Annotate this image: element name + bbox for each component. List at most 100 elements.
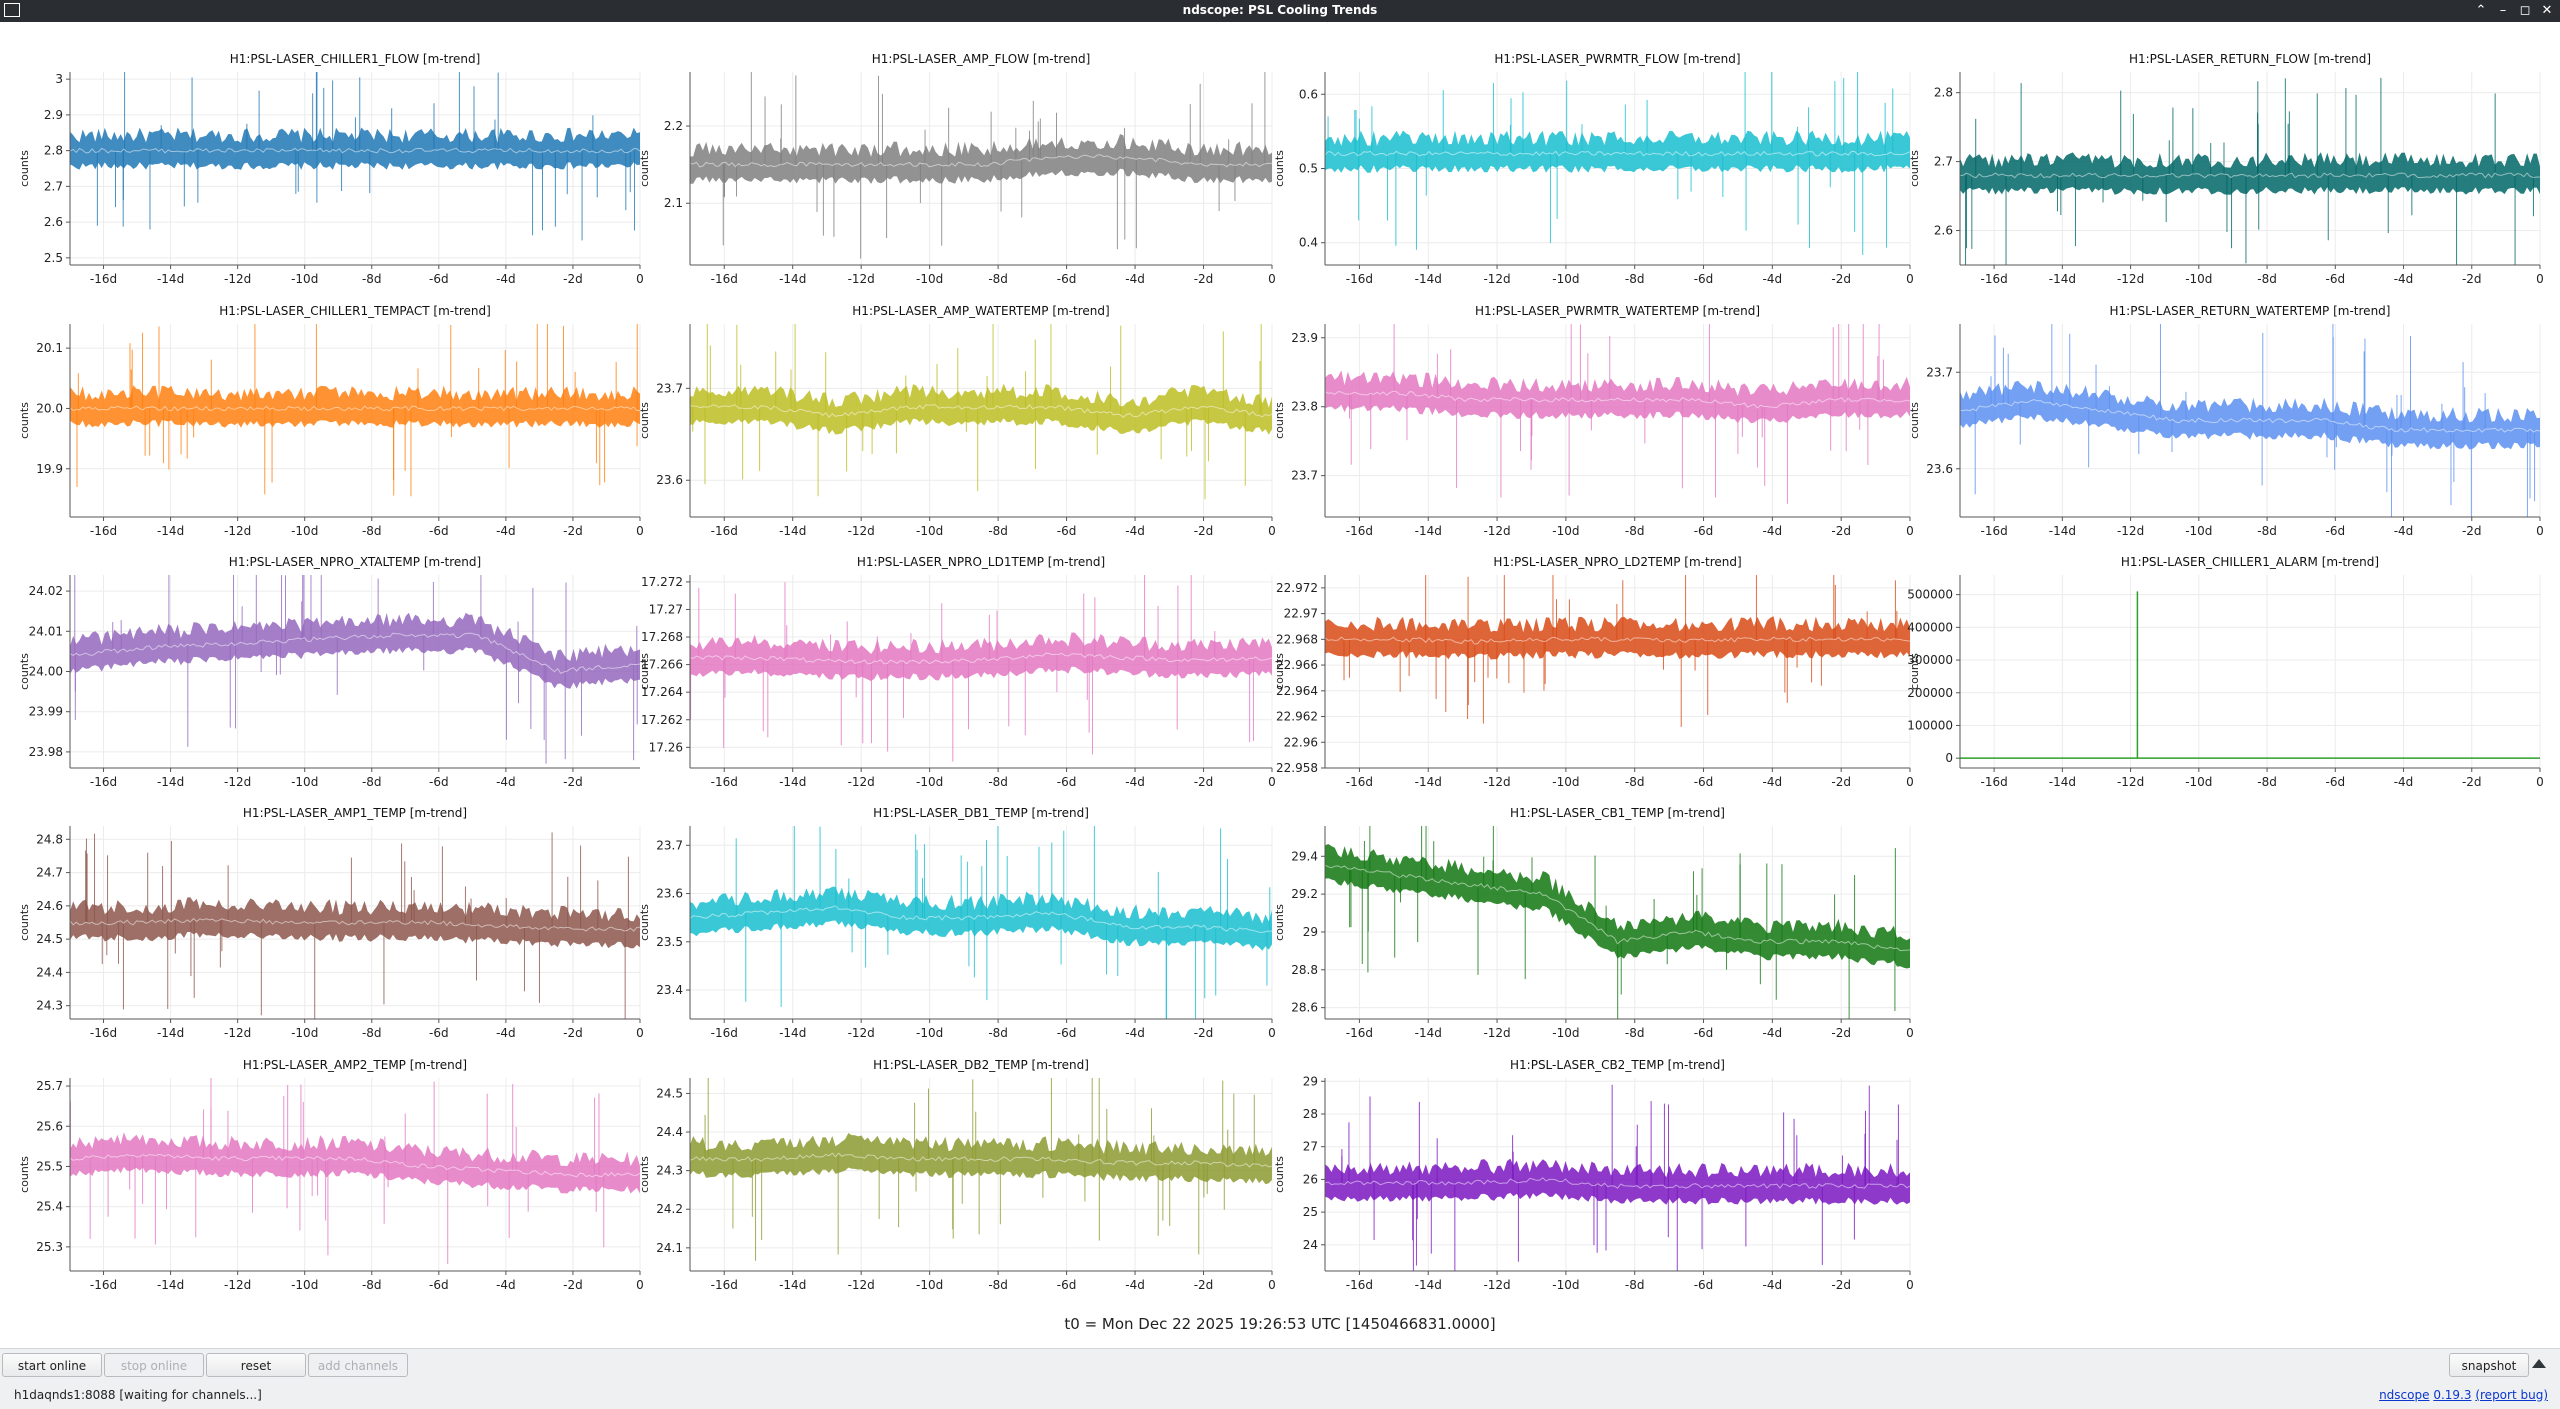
version-link[interactable]: 0.19.3 [2433, 1388, 2472, 1402]
y-tick-label: 500000 [1907, 588, 1953, 602]
series-trace [690, 1078, 1272, 1261]
x-tick-label: -8d [362, 775, 382, 789]
plot-13[interactable]: H1:PSL-LASER_AMP1_TEMP [m-trend] counts 24… [18, 806, 644, 1040]
status-message: [waiting for channels...] [119, 1388, 262, 1402]
x-tick-label: -2d [1194, 775, 1214, 789]
x-tick-label: -10d [291, 1026, 318, 1040]
y-tick-label: 24.5 [36, 932, 63, 946]
shade-window-icon[interactable]: ⌃ [2475, 3, 2487, 18]
series-trace [690, 575, 1272, 762]
x-tick-label: -4d [1763, 272, 1783, 286]
x-tick-label: -8d [988, 524, 1008, 538]
x-tick-label: -16d [1346, 272, 1373, 286]
x-tick-label: 0 [2536, 524, 2544, 538]
plot-17[interactable]: H1:PSL-LASER_DB2_TEMP [m-trend] counts 24.… [638, 1058, 1276, 1292]
x-tick-label: -10d [1552, 1278, 1579, 1292]
plot-2[interactable]: H1:PSL-LASER_AMP_FLOW [m-trend] counts 2.1… [638, 52, 1276, 286]
x-tick-label: -2d [563, 1026, 583, 1040]
x-tick-label: -10d [1552, 272, 1579, 286]
plot-7[interactable]: H1:PSL-LASER_PWRMTR_WATERTEMP [m-trend] c… [1273, 291, 1914, 538]
grid-lines [70, 72, 641, 265]
x-tick-label: -10d [1552, 1026, 1579, 1040]
x-tick-label: -2d [2462, 524, 2482, 538]
y-tick-label: 22.962 [1276, 710, 1318, 724]
reset-button[interactable]: reset [206, 1353, 306, 1377]
y-tick-label: 24.6 [36, 899, 63, 913]
plot-11[interactable]: H1:PSL-LASER_NPRO_LD2TEMP [m-trend] count… [1273, 544, 1914, 789]
y-axis-label: counts [1273, 150, 1286, 187]
x-tick-label: -8d [2257, 272, 2277, 286]
add-channels-button[interactable]: add channels [308, 1353, 408, 1377]
plot-18[interactable]: H1:PSL-LASER_CB2_TEMP [m-trend] counts 24 2… [1273, 1058, 1914, 1292]
x-tick-label: -12d [2117, 524, 2144, 538]
stop-online-button[interactable]: stop online [104, 1353, 204, 1377]
x-tick-label: -2d [1831, 1278, 1851, 1292]
plot-6[interactable]: H1:PSL-LASER_AMP_WATERTEMP [m-trend] coun… [638, 304, 1276, 538]
x-tick-label: -16d [1981, 272, 2008, 286]
y-tick-label: 200000 [1907, 686, 1953, 700]
y-tick-label: 2.8 [44, 144, 63, 158]
x-tick-label: -16d [90, 775, 117, 789]
ndscope-link[interactable]: ndscope [2379, 1388, 2430, 1402]
y-tick-label: 300000 [1907, 653, 1953, 667]
y-axis-label: counts [18, 904, 31, 941]
plot-9[interactable]: H1:PSL-LASER_NPRO_XTALTEMP [m-trend] coun… [18, 539, 640, 789]
series-trace [1325, 324, 1910, 504]
x-tick-label: 0 [2536, 272, 2544, 286]
plot-8[interactable]: H1:PSL-LASER_RETURN_WATERTEMP [m-trend] c… [1908, 304, 2544, 538]
maximize-window-icon[interactable]: ◻ [2519, 3, 2531, 18]
plot-3[interactable]: H1:PSL-LASER_PWRMTR_FLOW [m-trend] counts… [1273, 52, 1914, 286]
y-tick-label: 0.5 [1299, 162, 1318, 176]
x-tick-label: -10d [291, 524, 318, 538]
y-axis-label: counts [18, 402, 31, 439]
x-tick-label: 0 [1268, 1026, 1276, 1040]
y-axis-label: counts [638, 653, 651, 690]
x-tick-label: -12d [848, 1278, 875, 1292]
x-tick-label: 0 [1906, 524, 1914, 538]
x-tick-label: -16d [1346, 1026, 1373, 1040]
plot-title: H1:PSL-LASER_AMP1_TEMP [m-trend] [243, 806, 467, 820]
plot-4[interactable]: H1:PSL-LASER_RETURN_FLOW [m-trend] counts… [1908, 52, 2544, 286]
minimize-window-icon[interactable]: – [2499, 3, 2507, 18]
x-tick-label: -16d [90, 524, 117, 538]
y-axis-label: counts [1908, 402, 1921, 439]
y-axis-label: counts [1273, 402, 1286, 439]
start-online-button[interactable]: start online [2, 1353, 102, 1377]
y-tick-label: 22.96 [1284, 735, 1318, 749]
y-axis-label: counts [18, 1156, 31, 1193]
expand-arrow-icon[interactable] [2532, 1359, 2546, 1368]
series-trace [1325, 575, 1910, 727]
plot-title: H1:PSL-LASER_CB1_TEMP [m-trend] [1510, 806, 1725, 820]
x-tick-label: -8d [362, 1026, 382, 1040]
plot-5[interactable]: H1:PSL-LASER_CHILLER1_TEMPACT [m-trend] c… [18, 304, 644, 538]
y-tick-label: 23.7 [656, 381, 683, 395]
plot-1[interactable]: H1:PSL-LASER_CHILLER1_FLOW [m-trend] coun… [18, 52, 644, 286]
report-bug-link[interactable]: (report bug) [2475, 1388, 2548, 1402]
y-tick-label: 24.4 [36, 965, 63, 979]
plot-15[interactable]: H1:PSL-LASER_CB1_TEMP [m-trend] counts 28.… [1273, 806, 1914, 1040]
y-tick-label: 2.8 [1934, 86, 1953, 100]
x-tick-label: -16d [90, 1278, 117, 1292]
y-tick-label: 24.00 [29, 665, 63, 679]
plot-10[interactable]: H1:PSL-LASER_NPRO_LD1TEMP [m-trend] count… [638, 555, 1276, 789]
x-tick-label: -4d [1125, 775, 1145, 789]
plot-14[interactable]: H1:PSL-LASER_DB1_TEMP [m-trend] counts 23.… [638, 806, 1276, 1040]
x-tick-label: -14d [1415, 1026, 1442, 1040]
y-tick-label: 400000 [1907, 620, 1953, 634]
plot-grid[interactable]: H1:PSL-LASER_CHILLER1_FLOW [m-trend] coun… [0, 22, 2560, 1322]
y-axis-label: counts [1273, 904, 1286, 941]
y-tick-label: 24.4 [656, 1125, 683, 1139]
plot-16[interactable]: H1:PSL-LASER_AMP2_TEMP [m-trend] counts 25… [18, 1058, 644, 1292]
x-tick-label: -12d [848, 524, 875, 538]
x-tick-label: 0 [636, 272, 644, 286]
x-tick-label: -10d [2185, 524, 2212, 538]
x-tick-label: -10d [916, 272, 943, 286]
y-tick-label: 29.2 [1291, 887, 1318, 901]
snapshot-button[interactable]: snapshot [2449, 1353, 2529, 1377]
close-window-icon[interactable]: ✕ [2541, 3, 2553, 18]
x-tick-label: -2d [1831, 272, 1851, 286]
x-tick-label: -2d [1194, 1026, 1214, 1040]
plot-12[interactable]: H1:PSL-LASER_CHILLER1_ALARM [m-trend] cou… [1907, 555, 2544, 789]
x-tick-label: -8d [1625, 1026, 1645, 1040]
x-tick-label: 0 [636, 524, 644, 538]
